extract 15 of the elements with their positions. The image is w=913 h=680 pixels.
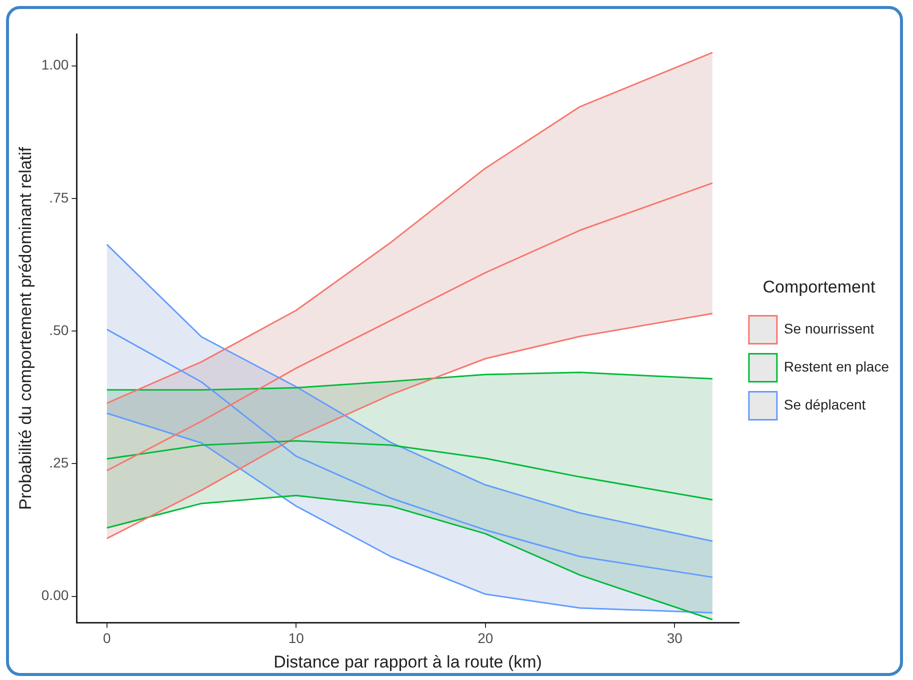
y-axis-title: Probabilité du comportement prédominant relatif: [16, 146, 35, 510]
y-tick-label: .50: [49, 322, 69, 338]
y-tick-label: .75: [49, 189, 69, 206]
y-tick-label: 0.00: [41, 587, 69, 604]
legend-title: Comportement: [762, 277, 876, 296]
legend-label: Se nourrissent: [784, 320, 874, 337]
legend-label: Restent en place: [784, 358, 890, 375]
x-tick-label: 20: [478, 630, 494, 646]
x-axis-title: Distance par rapport à la route (km): [274, 652, 542, 672]
legend-label: Se déplacent: [784, 396, 866, 413]
x-tick-label: 10: [288, 630, 304, 646]
x-tick-label: 30: [666, 630, 683, 646]
y-tick-label: 1.00: [41, 56, 69, 73]
y-tick-label: .25: [49, 454, 69, 471]
x-tick-label: 0: [103, 630, 112, 646]
